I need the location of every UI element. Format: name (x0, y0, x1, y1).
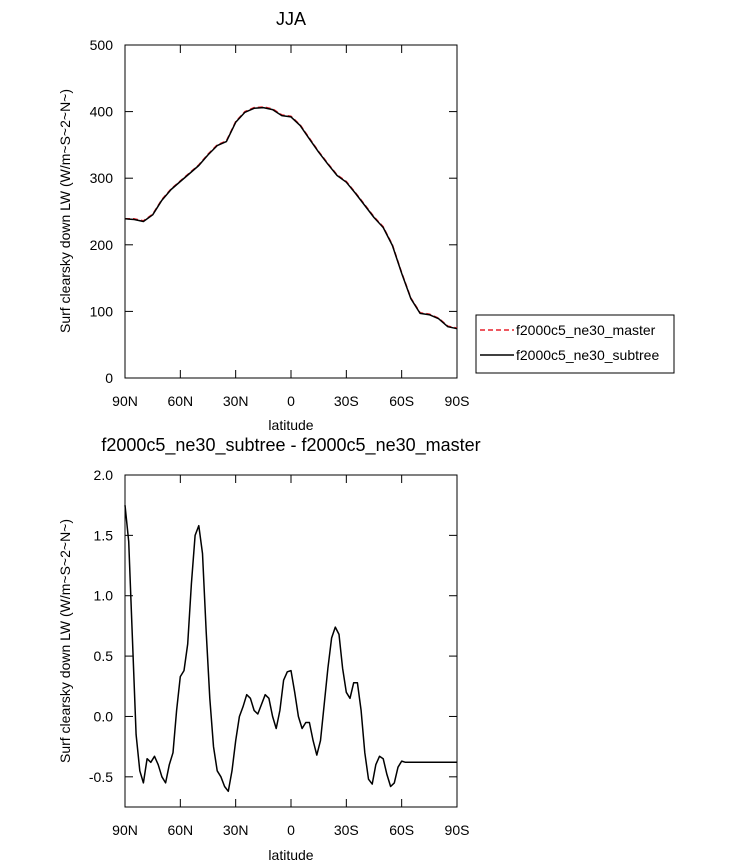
bottom-chart-y-tick-label: 0.5 (94, 648, 114, 664)
bottom-chart-title: f2000c5_ne30_subtree - f2000c5_ne30_mast… (101, 435, 480, 456)
bottom-chart-y-tick-label: 1.0 (94, 588, 114, 604)
top-chart-x-tick-label: 30N (223, 393, 249, 409)
top-chart-x-axis-label: latitude (268, 417, 313, 433)
top-chart-y-tick-label: 500 (90, 37, 114, 53)
bottom-chart-y-tick-label: -0.5 (89, 769, 113, 785)
bottom-chart-y-axis-label: Surf clearsky down LW (W/m~S~2~N~) (57, 519, 73, 763)
bottom-chart-y-tick-label: 1.5 (94, 527, 114, 543)
legend-label-master: f2000c5_ne30_master (516, 322, 656, 338)
bottom-chart-lines (124, 505, 457, 793)
top-chart-title: JJA (276, 9, 306, 29)
top-chart-y-tick-label: 300 (90, 170, 114, 186)
top-chart-y-axis-label: Surf clearsky down LW (W/m~S~2~N~) (57, 89, 73, 333)
top-chart-series-line-a (125, 106, 458, 329)
top-chart-x-tick-label: 60S (389, 393, 414, 409)
bottom-chart-y-ticks: -0.5 0.0 0.5 1.0 1.5 2.0 (89, 467, 457, 785)
top-chart-x-tick-label: 90N (112, 393, 138, 409)
bottom-chart: f2000c5_ne30_subtree - f2000c5_ne30_mast… (57, 435, 481, 863)
top-chart-plot-frame (124, 44, 458, 379)
legend-box (475, 314, 675, 374)
top-chart-y-ticks: 0 100 200 300 400 500 (90, 37, 457, 386)
bottom-chart-x-ticks: 90N 60N 30N 0 30S 60S 90S (112, 475, 469, 838)
bottom-chart-y-tick-label: 0.0 (94, 708, 114, 724)
legend-label-subtree: f2000c5_ne30_subtree (516, 347, 659, 363)
top-chart-y-tick-label: 200 (90, 237, 114, 253)
top-chart-x-tick-label: 0 (287, 393, 295, 409)
legend: f2000c5_ne30_master f2000c5_ne30_subtree (475, 314, 675, 374)
top-chart-series-line-b (124, 106, 458, 330)
bottom-chart-x-tick-label: 60S (389, 822, 414, 838)
bottom-chart-x-axis-label: latitude (268, 847, 313, 863)
bottom-chart-plot-frame (124, 474, 458, 808)
bottom-chart-x-tick-label: 30S (334, 822, 359, 838)
bottom-chart-x-tick-label: 30N (223, 822, 249, 838)
top-chart-y-tick-label: 0 (105, 370, 113, 386)
top-chart: JJA 90N 60N 30N 0 30S 60S 90S 0 100 200 300 400 500… (57, 9, 675, 433)
top-chart-x-tick-label: 60N (167, 393, 193, 409)
bottom-chart-x-tick-label: 90S (445, 822, 470, 838)
top-chart-y-tick-label: 100 (90, 303, 114, 319)
bottom-chart-x-tick-label: 90N (112, 822, 138, 838)
bottom-chart-x-tick-label: 60N (167, 822, 193, 838)
bottom-chart-series-line-a (124, 505, 457, 793)
top-chart-x-tick-label: 90S (445, 393, 470, 409)
top-chart-x-ticks: 90N 60N 30N 0 30S 60S 90S (112, 45, 469, 409)
top-chart-y-tick-label: 400 (90, 104, 114, 120)
top-chart-x-tick-label: 30S (334, 393, 359, 409)
bottom-chart-x-tick-label: 0 (287, 822, 295, 838)
top-chart-lines (124, 106, 458, 330)
bottom-chart-y-tick-label: 2.0 (94, 467, 114, 483)
